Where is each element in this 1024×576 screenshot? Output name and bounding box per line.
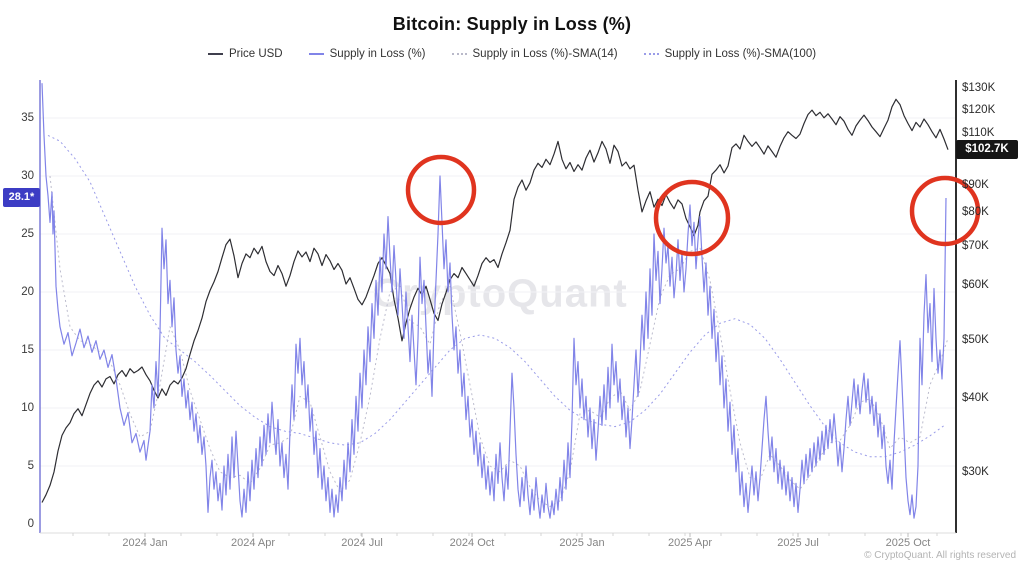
series-line-supply-in-loss-: [41, 83, 947, 519]
cryptoquant-watermark: CryptoQuant: [372, 271, 628, 316]
right-axis-tick: $40K: [962, 392, 989, 404]
legend-item-sma14[interactable]: Supply in Loss (%)-SMA(14): [451, 48, 618, 60]
left-axis-tick: 0: [27, 518, 34, 530]
legend-label: Supply in Loss (%)-SMA(100): [664, 48, 817, 60]
x-axis-tick: 2024 Jul: [341, 537, 383, 549]
legend-item-supply-in-loss[interactable]: Supply in Loss (%): [308, 48, 426, 60]
legend-label: Price USD: [228, 48, 283, 60]
x-axis-tick: 2024 Apr: [230, 537, 276, 549]
right-axis-tick: $50K: [962, 334, 989, 346]
legend-label: Supply in Loss (%): [329, 48, 426, 60]
right-axis-tick: $30K: [962, 466, 989, 478]
legend-marker-sma100-dotted-icon: [643, 53, 659, 55]
series-line-supply-in-loss-sma-100-: [47, 134, 947, 458]
right-axis-tick: $120K: [962, 104, 996, 116]
legend-marker-price-line-icon: [207, 53, 223, 55]
legend-label: Supply in Loss (%)-SMA(14): [472, 48, 618, 60]
left-axis-tick: 25: [21, 228, 34, 240]
left-axis-tick: 20: [21, 286, 34, 298]
left-axis-tick: 15: [21, 344, 34, 356]
legend-item-price-usd[interactable]: Price USD: [207, 48, 283, 60]
left-axis-tick: 5: [27, 460, 34, 472]
right-axis-tick: $60K: [962, 279, 989, 291]
right-axis-tick: $130K: [962, 82, 996, 94]
series-line-price-usd: [41, 98, 949, 503]
legend-item-sma100[interactable]: Supply in Loss (%)-SMA(100): [643, 48, 817, 60]
left-axis-tick: 35: [21, 112, 34, 124]
right-axis-tick: $90K: [962, 179, 989, 191]
right-axis-current-value-badge: $102.7K: [956, 140, 1018, 159]
legend-marker-supply-line-icon: [308, 53, 324, 55]
x-axis-tick: 2024 Oct: [449, 537, 495, 549]
left-axis-tick: 10: [21, 402, 34, 414]
right-axis-tick: $110K: [962, 127, 995, 139]
left-axis-tick: 30: [21, 170, 34, 182]
right-axis-tick: $80K: [962, 206, 989, 218]
left-axis-current-value-badge: 28.1*: [3, 188, 40, 207]
x-axis-tick: 2025 Apr: [667, 537, 713, 549]
series-line-supply-in-loss-sma-14-: [49, 175, 949, 508]
chart-title: Bitcoin: Supply in Loss (%): [392, 14, 632, 34]
annotation-circle-icon: [909, 175, 981, 247]
annotation-circle-icon: [653, 179, 731, 257]
annotation-circle-icon: [405, 154, 477, 226]
legend-marker-sma14-dotted-icon: [451, 53, 467, 55]
right-axis-tick: $70K: [962, 240, 989, 252]
x-axis-tick: 2024 Jan: [122, 537, 168, 549]
x-axis-tick: 2025 Oct: [885, 537, 931, 549]
chart-legend: Price USD Supply in Loss (%) Supply in L…: [0, 48, 1024, 60]
x-axis-tick: 2025 Jul: [777, 537, 819, 549]
x-axis-tick: 2025 Jan: [559, 537, 605, 549]
copyright-footer: © CryptoQuant. All rights reserved: [864, 550, 1016, 561]
